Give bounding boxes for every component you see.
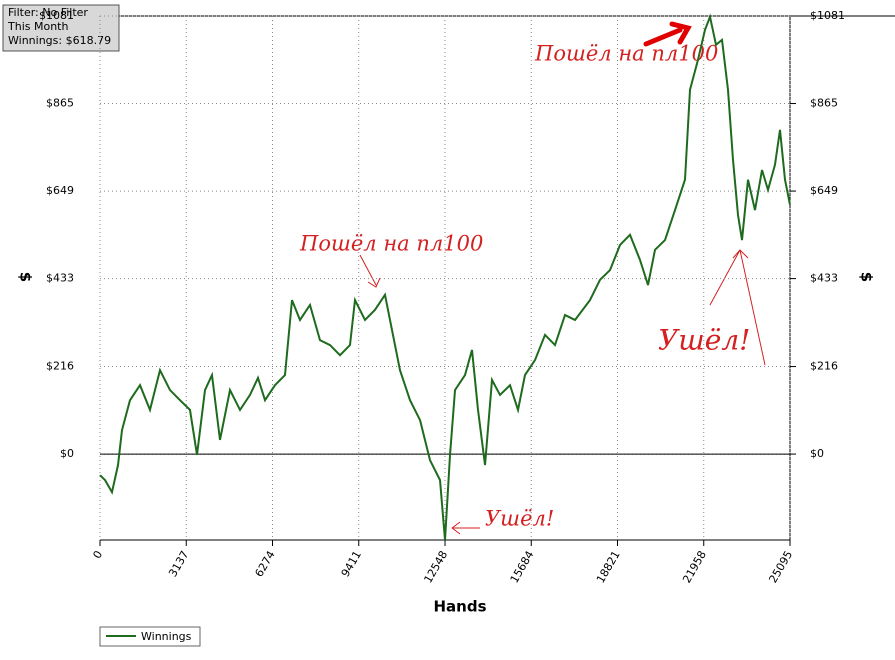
y-tick-label: $433 — [46, 272, 74, 285]
info-line: This Month — [7, 20, 68, 33]
x-tick-label: 3137 — [166, 549, 191, 580]
x-tick-label: 0 — [90, 549, 105, 562]
series-line — [99, 13, 791, 541]
x-tick-label: 15684 — [508, 549, 537, 586]
y-tick-label: $216 — [46, 360, 74, 373]
y-tick-label-right: $216 — [810, 360, 838, 373]
x-tick-label: 9411 — [339, 549, 364, 580]
y-tick-label: $1081 — [39, 9, 74, 22]
x-tick-label: 12548 — [421, 549, 450, 586]
info-line: Winnings: $618.79 — [8, 34, 111, 47]
y-tick-label-right: $649 — [810, 184, 838, 197]
y-tick-label: $865 — [46, 97, 74, 110]
x-tick-label: 25095 — [766, 549, 795, 586]
y-tick-label-right: $865 — [810, 97, 838, 110]
annotation-arrow — [451, 521, 480, 535]
x-tick-label: 18821 — [594, 549, 623, 586]
x-axis-title: Hands — [433, 598, 486, 616]
y-tick-label: $0 — [60, 447, 74, 460]
annotation: Ушёл! — [485, 507, 554, 531]
annotation-arrow — [359, 254, 381, 288]
info-line: Filter: No Filter — [8, 6, 88, 19]
y-tick-label-right: $1081 — [810, 9, 845, 22]
x-tick-label: 21958 — [680, 549, 709, 586]
y-tick-label: $649 — [46, 184, 74, 197]
annotation-arrow — [709, 249, 766, 366]
legend — [99, 626, 201, 647]
annotation: Пошёл на пл100 — [299, 232, 483, 256]
annotation: Пошёл на пл100 — [534, 42, 718, 66]
legend-label: Winnings — [141, 630, 192, 643]
x-tick-label: 6274 — [252, 549, 277, 580]
y-tick-label-right: $433 — [810, 272, 838, 285]
y-axis-title-right: $ — [858, 272, 876, 282]
y-axis-title: $ — [17, 272, 35, 282]
annotation-arrow — [643, 21, 692, 47]
y-tick-label-right: $0 — [810, 447, 824, 460]
